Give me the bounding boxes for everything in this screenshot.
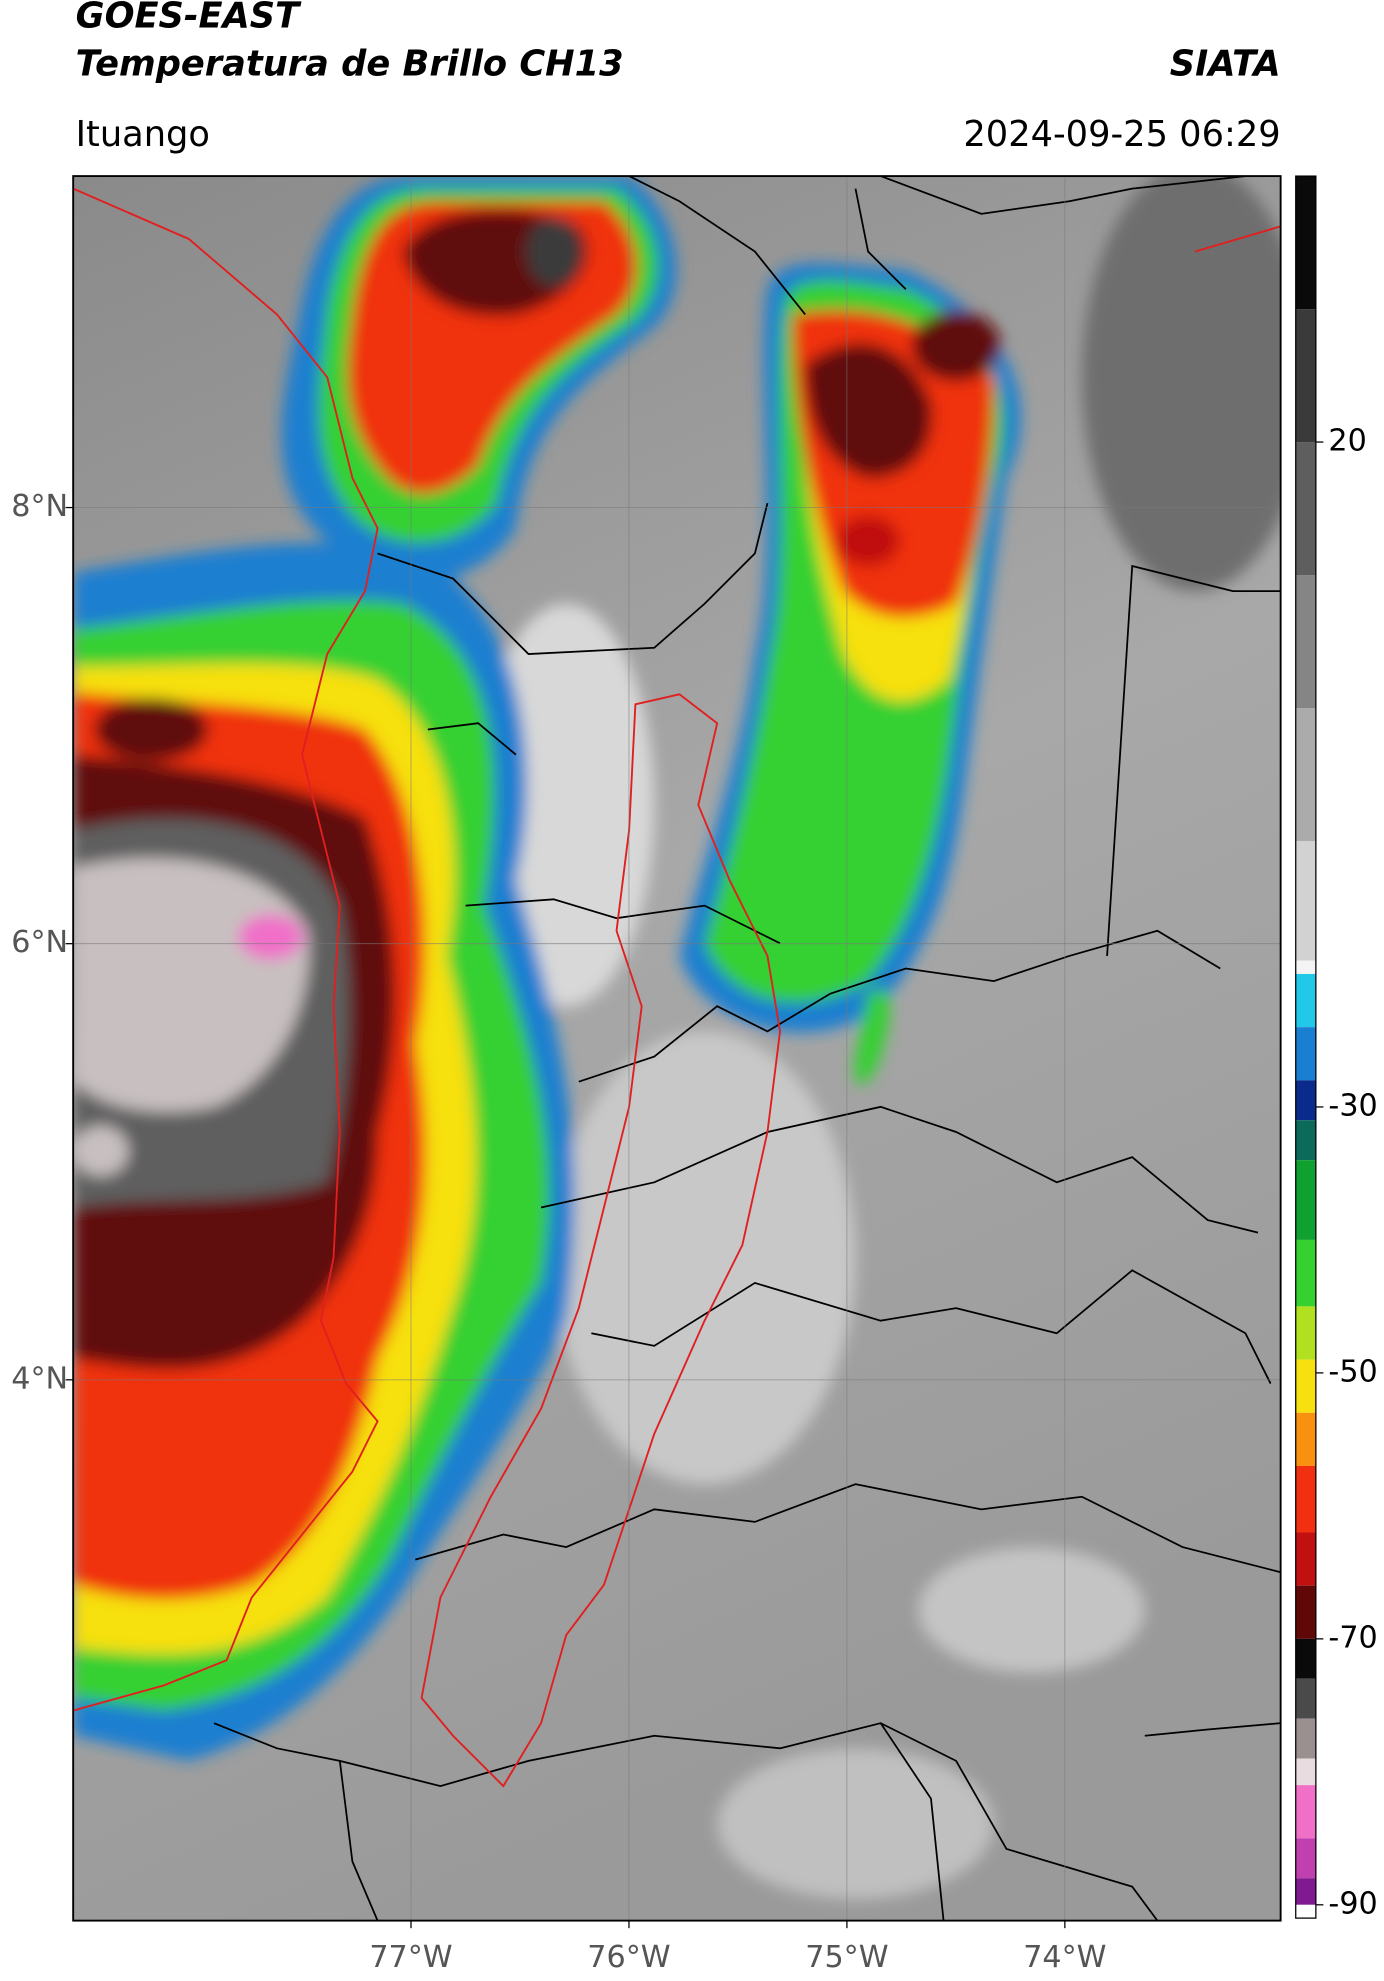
colorbar-segment: [1295, 1718, 1316, 1759]
x-tick-label: 76°W: [587, 1940, 670, 1975]
colorbar-segment: [1295, 309, 1316, 443]
colorbar-segment: [1295, 708, 1316, 841]
colorbar-tick-label: -30: [1328, 1088, 1377, 1123]
y-tick-label: 4°N: [11, 1361, 68, 1396]
colorbar-segment: [1295, 840, 1316, 961]
source: SIATA: [1170, 43, 1281, 84]
colorbar-segment: [1295, 1239, 1316, 1307]
colorbar-segment: [1295, 1532, 1316, 1586]
colorbar-segment: [1295, 1465, 1316, 1533]
subtitle: Ituango: [76, 114, 210, 155]
colorbar-segment: [1295, 1585, 1316, 1639]
colorbar-segment: [1295, 1027, 1316, 1081]
map-frame: [72, 175, 1282, 1922]
borders: [213, 176, 1281, 1921]
colorbar-segment: [1295, 1160, 1316, 1240]
map-image: [73, 176, 1281, 1921]
red-borders: [73, 187, 1281, 1788]
colorbar-segment: [1295, 1838, 1316, 1879]
colorbar-tick-label: -90: [1328, 1886, 1377, 1921]
colorbar-segment: [1295, 1080, 1316, 1121]
title-line-1: GOES-EAST: [76, 0, 302, 37]
x-tick-label: 75°W: [805, 1940, 888, 1975]
colorbar-segment: [1295, 1306, 1316, 1360]
colorbar-segment: [1295, 1359, 1316, 1413]
colorbar-segment: [1295, 176, 1316, 310]
colorbar-tick-label: -50: [1328, 1354, 1377, 1389]
colorbar-tick-label: 20: [1328, 424, 1366, 459]
colorbar-segment: [1295, 1878, 1316, 1905]
colorbar-segment: [1295, 960, 1316, 974]
colorbar-segment: [1295, 1638, 1316, 1679]
timestamp: 2024-09-25 06:29: [963, 114, 1280, 155]
colorbar-segment: [1295, 1678, 1316, 1719]
y-tick-label: 6°N: [11, 925, 68, 960]
colorbar-segment: [1295, 973, 1316, 1028]
colorbar-segment: [1295, 1412, 1316, 1466]
title-line-2: Temperatura de Brillo CH13: [76, 43, 624, 84]
colorbar-segment: [1295, 1120, 1316, 1161]
colorbar-segment: [1295, 1904, 1316, 1919]
x-tick-label: 77°W: [369, 1940, 452, 1975]
x-tick-label: 74°W: [1023, 1940, 1106, 1975]
colorbar-segment: [1295, 1758, 1316, 1786]
colorbar-segment: [1295, 1785, 1316, 1839]
colorbar-tick-label: -70: [1328, 1620, 1377, 1655]
colorbar-segment: [1295, 575, 1316, 709]
colorbar-frame: [1295, 175, 1317, 1919]
y-tick-label: 8°N: [11, 489, 68, 524]
colorbar-segment: [1295, 442, 1316, 576]
